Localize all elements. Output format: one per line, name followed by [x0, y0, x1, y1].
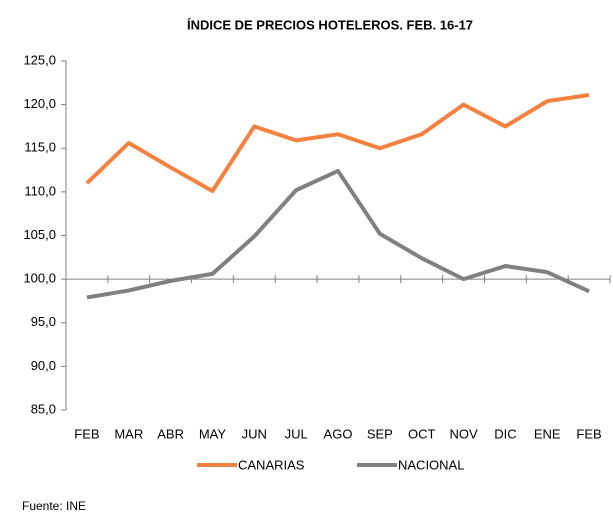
- x-tick-label: MAY: [199, 426, 227, 441]
- x-tick-label: NOV: [449, 426, 478, 441]
- x-tick-label: FEB: [576, 426, 601, 441]
- x-tick-label: OCT: [408, 426, 436, 441]
- x-tick-label: ENE: [534, 426, 561, 441]
- legend-label: NACIONAL: [398, 457, 464, 472]
- x-tick-label: JUL: [285, 426, 308, 441]
- y-tick-label: 95,0: [31, 314, 56, 329]
- x-tick-label: SEP: [367, 426, 393, 441]
- y-tick-label: 125,0: [23, 52, 56, 67]
- y-tick-label: 115,0: [24, 140, 56, 155]
- y-tick-label: 90,0: [31, 358, 56, 373]
- x-tick-label: DIC: [494, 426, 516, 441]
- x-tick-label: MAR: [114, 426, 143, 441]
- x-tick-label: AGO: [324, 426, 353, 441]
- legend-label: CANARIAS: [238, 457, 305, 472]
- series-line: [86, 168, 590, 300]
- y-tick-label: 110,0: [24, 183, 56, 198]
- x-tick-label: JUN: [242, 426, 267, 441]
- y-tick-label: 105,0: [23, 227, 56, 242]
- source: Fuente: INE: [22, 499, 86, 513]
- y-tick-label: 100,0: [23, 271, 56, 286]
- series-line: [85, 93, 590, 194]
- x-tick-label: ABR: [157, 426, 184, 441]
- y-tick-label: 120,0: [23, 96, 56, 111]
- chart-title: ÍNDICE DE PRECIOS HOTELEROS. FEB. 16-17: [187, 17, 473, 32]
- y-tick-label: 85,0: [31, 401, 56, 416]
- x-tick-label: FEB: [74, 426, 99, 441]
